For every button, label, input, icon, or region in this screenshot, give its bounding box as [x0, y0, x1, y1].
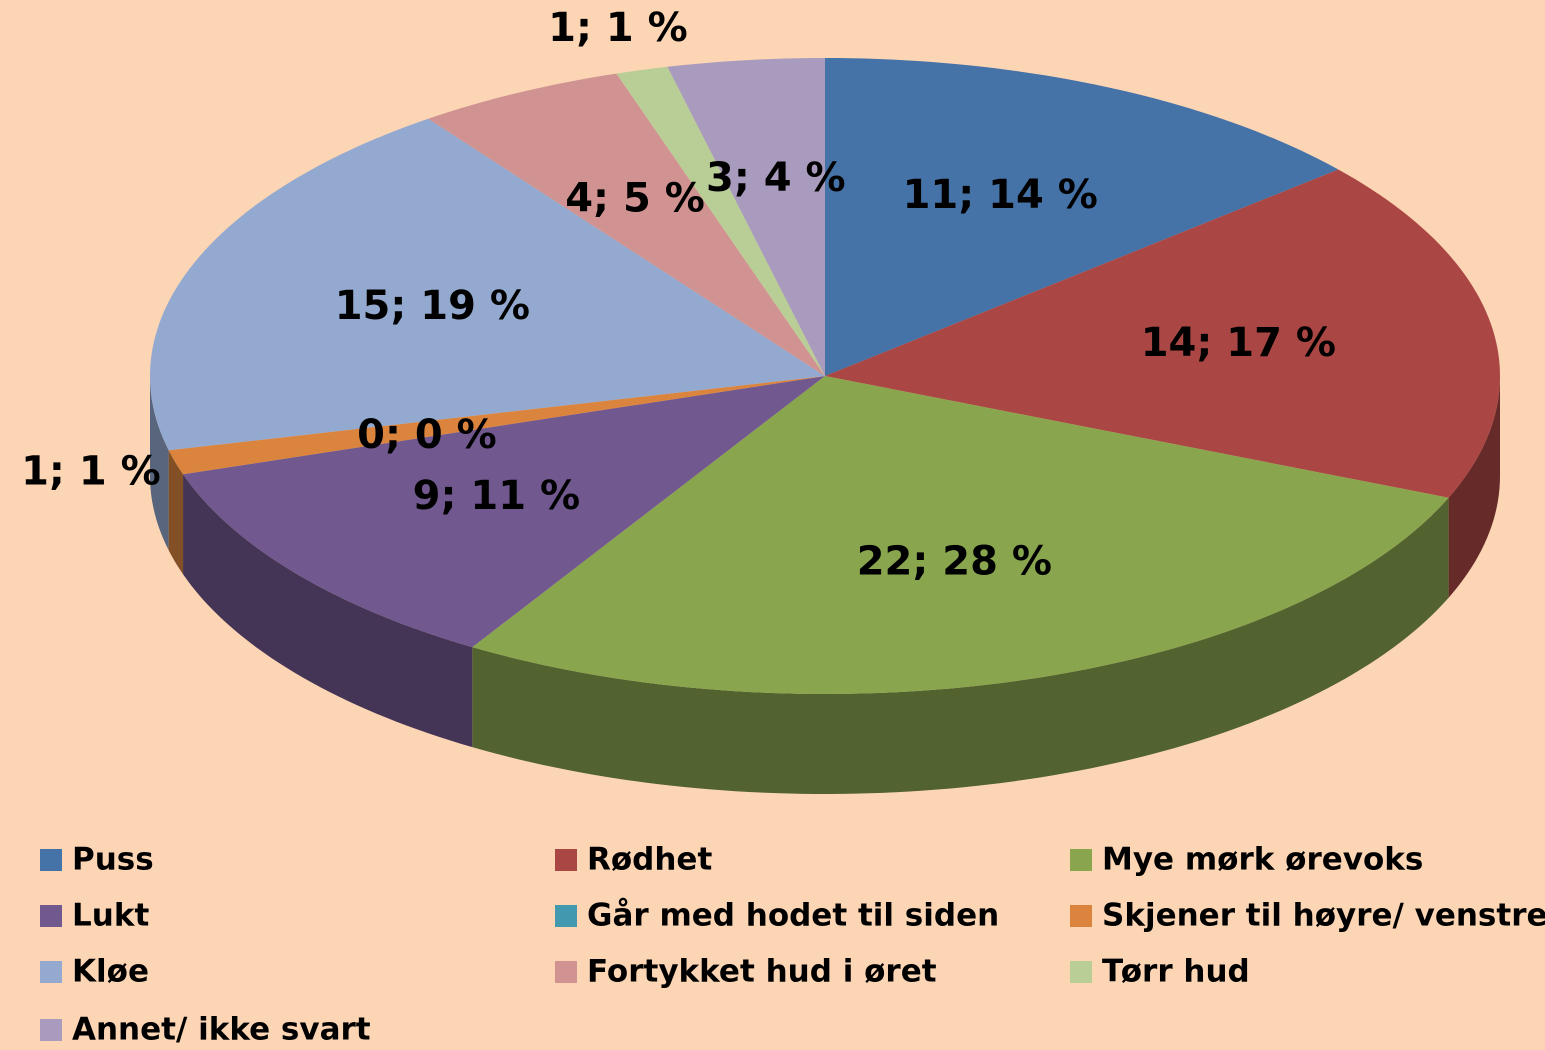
- legend-swatch: [40, 849, 62, 871]
- legend-label: Går med hodet til siden: [587, 898, 999, 934]
- data-label: 3; 4 %: [706, 155, 846, 201]
- slice: [472, 376, 1449, 694]
- slice-side: [472, 497, 1449, 794]
- slice: [825, 169, 1500, 498]
- data-label: 15; 19 %: [335, 283, 530, 329]
- slice: [428, 73, 825, 376]
- legend-swatch: [555, 961, 577, 983]
- legend-swatch: [1070, 905, 1092, 927]
- legend-swatch: [40, 961, 62, 983]
- slice-side: [1448, 376, 1500, 598]
- slice: [183, 376, 825, 648]
- legend-label: Lukt: [72, 898, 149, 934]
- legend-label: Annet/ ikke svart: [72, 1012, 371, 1048]
- data-label: 1; 1 %: [548, 5, 688, 51]
- data-label: 11; 14 %: [903, 172, 1098, 218]
- slice: [667, 58, 825, 376]
- legend-label: Skjener til høyre/ venstre: [1102, 898, 1545, 934]
- legend-swatch: [555, 905, 577, 927]
- legend-label: Mye mørk ørevoks: [1102, 842, 1423, 878]
- legend-swatch: [40, 905, 62, 927]
- data-label: 4; 5 %: [565, 175, 705, 221]
- slice: [825, 58, 1339, 376]
- legend-label: Puss: [72, 842, 154, 878]
- legend-swatch: [40, 1019, 62, 1041]
- legend-label: Tørr hud: [1102, 954, 1250, 990]
- legend-label: Kløe: [72, 954, 149, 990]
- legend-swatch: [555, 849, 577, 871]
- slice: [150, 118, 826, 451]
- slice-side: [183, 474, 473, 748]
- slice-side: [168, 450, 184, 575]
- data-label: 0; 0 %: [357, 412, 497, 458]
- slice-side: [150, 376, 169, 551]
- data-label: 9; 11 %: [413, 473, 580, 519]
- data-label: 22; 28 %: [857, 539, 1052, 585]
- slice: [616, 66, 825, 376]
- slice: [168, 376, 826, 475]
- legend-swatch: [1070, 849, 1092, 871]
- legend-label: Rødhet: [587, 842, 712, 878]
- data-label: 1; 1 %: [21, 449, 161, 495]
- data-label: 14; 17 %: [1141, 320, 1336, 366]
- legend-swatch: [1070, 961, 1092, 983]
- legend-label: Fortykket hud i øret: [587, 954, 937, 990]
